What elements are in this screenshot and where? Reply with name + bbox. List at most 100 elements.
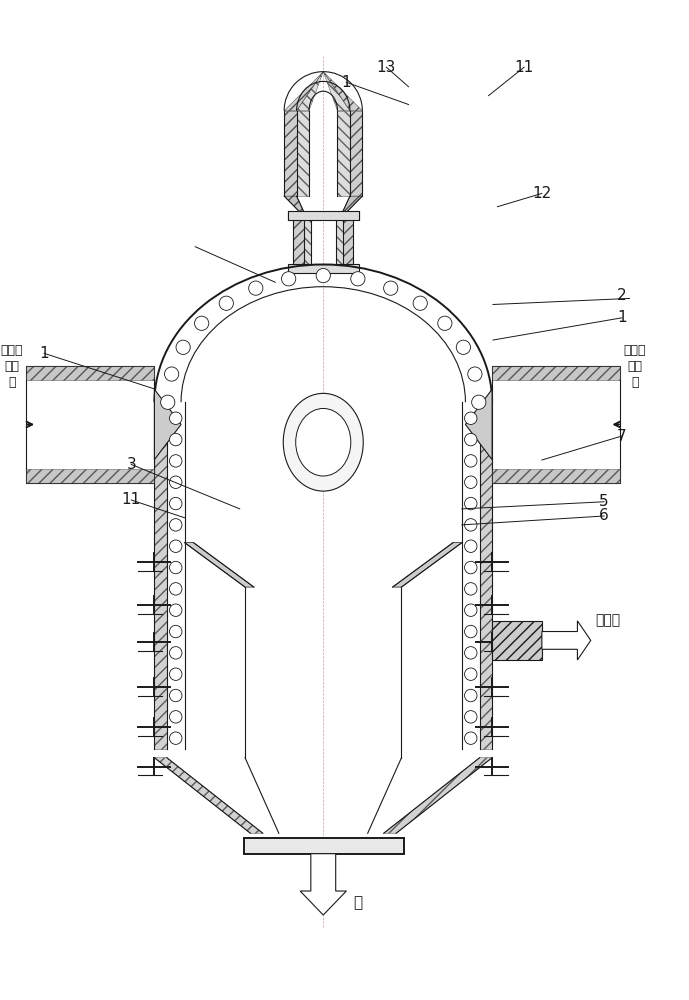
Circle shape [456, 340, 471, 354]
Bar [492, 621, 542, 660]
Circle shape [464, 497, 477, 510]
Text: 渣: 渣 [353, 896, 362, 911]
Circle shape [219, 296, 234, 310]
Text: 1: 1 [342, 75, 351, 90]
Text: 13: 13 [377, 60, 396, 75]
Circle shape [169, 540, 182, 552]
Polygon shape [480, 402, 492, 749]
Bar [26, 366, 154, 483]
Circle shape [464, 561, 477, 574]
Circle shape [169, 561, 182, 574]
Polygon shape [284, 72, 323, 111]
Circle shape [165, 367, 178, 381]
Polygon shape [284, 196, 307, 220]
Bar [288, 211, 359, 220]
Polygon shape [393, 543, 462, 587]
Circle shape [169, 455, 182, 467]
Circle shape [169, 604, 182, 616]
Polygon shape [26, 366, 154, 380]
Text: 水營和
气化
剂: 水營和 气化 剂 [1, 344, 23, 389]
Polygon shape [300, 854, 347, 915]
Circle shape [249, 281, 263, 295]
Circle shape [464, 583, 477, 595]
Circle shape [464, 540, 477, 552]
Circle shape [464, 711, 477, 723]
Polygon shape [26, 469, 154, 483]
Circle shape [169, 583, 182, 595]
Text: 粗營气: 粗營气 [595, 613, 620, 627]
Polygon shape [296, 72, 323, 111]
Circle shape [464, 732, 477, 744]
Circle shape [161, 395, 175, 409]
Ellipse shape [296, 408, 351, 476]
Polygon shape [492, 469, 620, 483]
Text: 3: 3 [126, 457, 136, 472]
Polygon shape [350, 111, 362, 196]
Circle shape [464, 625, 477, 638]
Text: 1: 1 [39, 346, 49, 361]
Circle shape [169, 497, 182, 510]
Circle shape [169, 433, 182, 446]
Circle shape [176, 340, 190, 354]
Circle shape [464, 412, 477, 424]
Text: 2: 2 [617, 288, 627, 303]
Circle shape [316, 268, 330, 283]
Circle shape [169, 732, 182, 744]
Text: 1: 1 [617, 310, 627, 325]
Text: 水營和
气化
剂: 水營和 气化 剂 [624, 344, 646, 389]
Text: 6: 6 [599, 508, 609, 523]
Circle shape [169, 689, 182, 702]
Bar [288, 264, 359, 273]
Polygon shape [154, 402, 167, 749]
Circle shape [468, 367, 482, 381]
Polygon shape [542, 621, 590, 660]
Polygon shape [339, 196, 362, 220]
Text: 5: 5 [599, 494, 609, 509]
Polygon shape [154, 758, 263, 833]
Text: 7: 7 [617, 429, 627, 444]
Bar [244, 838, 404, 854]
Ellipse shape [283, 393, 363, 491]
Polygon shape [338, 111, 350, 196]
Circle shape [464, 519, 477, 531]
Circle shape [464, 433, 477, 446]
Circle shape [464, 455, 477, 467]
Text: 12: 12 [532, 186, 551, 201]
Circle shape [472, 395, 486, 409]
Text: 4: 4 [688, 288, 689, 303]
Circle shape [169, 625, 182, 638]
Polygon shape [492, 366, 620, 380]
Text: 11: 11 [122, 492, 141, 508]
Circle shape [384, 281, 398, 295]
Circle shape [464, 668, 477, 680]
Circle shape [169, 519, 182, 531]
Polygon shape [284, 111, 296, 196]
Polygon shape [293, 220, 304, 264]
Circle shape [194, 316, 209, 330]
Polygon shape [154, 389, 181, 460]
Circle shape [464, 647, 477, 659]
Polygon shape [384, 758, 492, 833]
Polygon shape [304, 220, 311, 264]
Circle shape [169, 476, 182, 488]
Circle shape [464, 604, 477, 616]
Polygon shape [466, 389, 492, 460]
Circle shape [351, 272, 365, 286]
Polygon shape [336, 220, 343, 264]
Circle shape [464, 476, 477, 488]
Circle shape [438, 316, 452, 330]
Polygon shape [323, 72, 362, 111]
Circle shape [282, 272, 296, 286]
Circle shape [169, 711, 182, 723]
Circle shape [169, 668, 182, 680]
Text: 11: 11 [515, 60, 534, 75]
Circle shape [464, 689, 477, 702]
Circle shape [169, 412, 182, 424]
Polygon shape [185, 543, 254, 587]
Circle shape [169, 647, 182, 659]
Polygon shape [343, 220, 353, 264]
Bar [492, 366, 620, 483]
Circle shape [413, 296, 427, 310]
Polygon shape [323, 72, 350, 111]
Polygon shape [296, 111, 309, 196]
